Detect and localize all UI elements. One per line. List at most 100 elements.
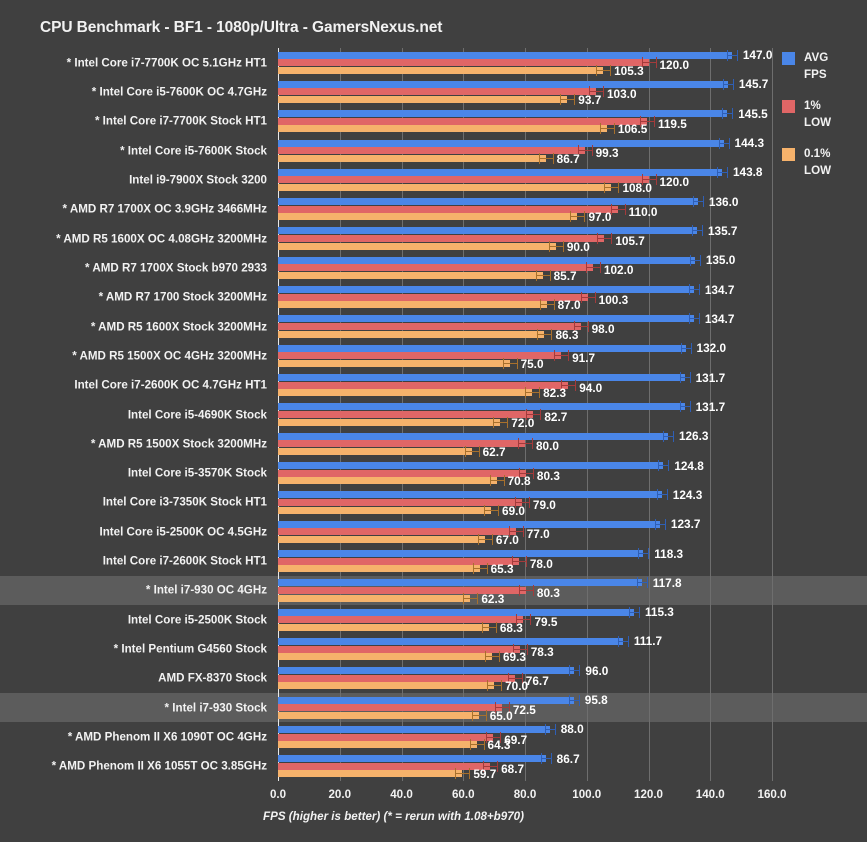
value-label-avg: 118.3 [654,546,684,561]
error-cap-avg [726,49,728,61]
error-cap-low01 [610,64,612,76]
error-whisker-avg [617,640,628,642]
error-cap-low1 [589,86,590,98]
bar-avg [278,198,698,206]
value-label-low01: 64.3 [487,738,511,753]
error-cap-avg [617,635,619,647]
error-cap-low01 [618,182,620,194]
bar-low01 [278,389,533,397]
legend-item-low1[interactable]: 1% LOW [782,98,862,132]
bar-low1 [278,205,618,213]
value-label-low1: 105.7 [615,234,645,249]
error-cap-low01 [535,270,537,281]
error-cap-low01 [495,621,497,633]
bar-low01 [278,711,479,719]
chart-legend: AVG FPS 1% LOW 0.1% LOW [782,50,862,194]
value-label-avg: 145.7 [738,77,769,92]
error-whisker-avg [726,54,737,56]
value-label-low01: 67.0 [495,532,519,547]
error-cap-low1 [610,203,612,215]
error-cap-avg [668,460,670,472]
error-cap-low1 [573,321,575,333]
error-cap-avg [648,548,650,559]
gridline [648,48,650,781]
error-cap-low01 [464,445,466,457]
error-whisker-low1 [486,736,501,738]
bar-avg [278,139,724,147]
value-label-low1: 110.0 [628,204,658,219]
error-cap-low01 [502,357,504,369]
error-whisker-low1 [561,384,576,386]
legend-item-avg[interactable]: AVG FPS [782,50,862,84]
value-label-low1: 120.0 [659,175,690,190]
error-cap-low1 [655,174,657,186]
error-cap-low01 [604,182,606,194]
error-cap-avg [638,606,640,618]
x-tick-label: 120.0 [633,788,664,801]
error-cap-low1 [641,174,643,186]
value-label-low1: 82.7 [544,410,568,424]
bar-low01 [278,242,556,250]
error-cap-avg [732,78,734,90]
value-label-low1: 98.0 [591,322,615,337]
bar-low01 [278,506,492,514]
category-label: * Intel Core i5-7600K OC 4.7GHz [91,85,267,99]
value-label-avg: 131.7 [695,399,726,414]
error-cap-low1 [639,115,641,127]
error-cap-avg [540,753,542,765]
value-label-low01: 69.3 [502,650,526,665]
error-cap-avg [658,460,660,472]
category-label: * Intel i7-930 OC 4GHz [145,583,267,597]
error-cap-avg [692,196,694,208]
error-whisker-low1 [483,765,498,767]
bar-low1 [278,440,525,448]
error-cap-low01 [481,621,483,633]
error-cap-low01 [574,94,576,106]
category-label: * AMD R7 1700X OC 3.9GHz 3466MHz [62,202,267,216]
error-whisker-avg [692,201,703,203]
bar-low1 [278,352,562,360]
error-cap-low01 [507,416,509,428]
error-whisker-low01 [489,480,504,482]
error-whisker-low1 [516,619,531,621]
gridline [586,48,588,781]
value-label-avg: 126.3 [678,429,709,444]
value-label-low1: 79.5 [534,615,558,630]
error-whisker-low01 [493,421,508,423]
error-whisker-avg [568,699,579,701]
error-cap-avg [689,254,691,266]
bar-low1 [278,411,534,418]
error-cap-avg [698,313,700,325]
bar-avg [278,227,697,235]
value-label-avg: 95.8 [584,693,608,708]
category-label: Intel Core i5-4690K Stock [127,408,267,421]
x-tick-label: 20.0 [328,788,352,801]
error-whisker-avg [722,83,733,85]
error-cap-low1 [580,291,582,303]
error-whisker-low01 [599,128,614,130]
category-label: * Intel Core i7-7700K OC 5.1GHz HT1 [66,56,267,70]
bar-avg [278,80,728,88]
bar-low1 [278,381,569,389]
value-label-low01: 68.3 [499,620,523,635]
error-cap-low1 [603,86,604,98]
error-whisker-low1 [518,472,533,474]
error-whisker-low1 [585,267,600,269]
error-cap-avg [554,723,556,735]
error-cap-low01 [477,533,479,545]
error-cap-low01 [553,299,555,311]
bar-low1 [278,733,494,741]
category-label: * AMD R7 1700 Stock 3200MHz [98,290,267,304]
bar-low1 [278,59,649,67]
bar-low1 [278,616,524,624]
error-cap-low01 [549,270,551,281]
error-cap-low1 [597,233,599,245]
legend-label-avg: AVG FPS [804,51,829,81]
error-whisker-low1 [641,179,656,181]
value-label-low1: 79.0 [532,497,556,512]
value-label-avg: 123.7 [670,517,701,532]
error-cap-avg [728,137,730,149]
error-cap-low01 [538,152,540,164]
legend-item-low01[interactable]: 0.1% LOW [782,146,862,180]
error-cap-low1 [554,350,556,362]
